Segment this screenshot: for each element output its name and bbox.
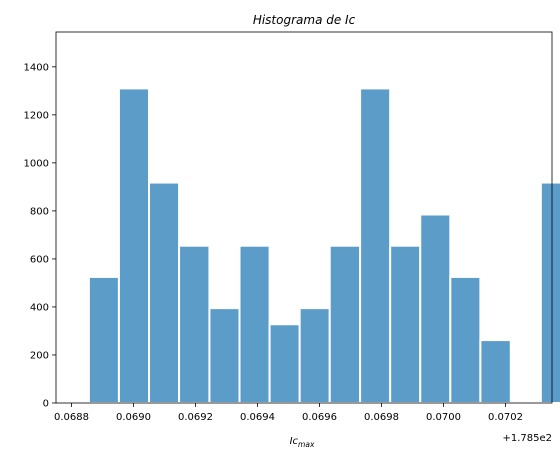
y-tick-label: 1400 (24, 62, 49, 73)
y-tick-label: 200 (30, 350, 49, 361)
histogram-bar-13 (479, 339, 512, 405)
x-axis-label: Icmax (290, 436, 315, 449)
histogram-bar-10 (389, 244, 422, 404)
x-tick-label: 0.0696 (302, 412, 337, 423)
histogram-bar-12 (449, 275, 482, 404)
histogram-bar-8 (328, 244, 362, 404)
histogram-bar-11 (419, 213, 452, 404)
histogram-bar-4 (208, 307, 241, 404)
x-tick-label: 0.0688 (54, 412, 89, 423)
chart-title: Histograma de Ic (253, 13, 356, 27)
y-axis-ticks: 0 200 400 600 800 1000 1200 1400 (24, 62, 56, 410)
y-tick-label: 800 (30, 206, 49, 217)
histogram-bar-3 (178, 244, 211, 404)
y-tick-label: 1200 (24, 110, 49, 121)
x-tick-label: 0.0700 (426, 412, 461, 423)
x-axis-ticks: 0.0688 0.0690 0.0692 0.0694 0.0696 0.0698 0.07… (54, 403, 523, 423)
histogram-bar-9 (359, 87, 392, 404)
x-axis-offset-label: +1.785e2 (502, 433, 552, 444)
histogram-bar-7 (298, 307, 331, 404)
x-tick-label: 0.0698 (364, 412, 399, 423)
bars-group (87, 87, 560, 405)
histogram-bar-6 (268, 323, 301, 405)
x-tick-label: 0.0694 (240, 412, 275, 423)
histogram-bar-5 (238, 244, 271, 404)
plot-frame (55, 31, 553, 404)
x-axis-label-subscript: max (298, 440, 315, 449)
y-tick-label: 1000 (24, 158, 49, 169)
y-tick-label: 0 (43, 399, 49, 410)
histogram-bar-0 (87, 275, 120, 404)
y-tick-label: 400 (30, 302, 49, 313)
histogram-bar-2 (148, 181, 181, 404)
x-tick-label: 0.0692 (178, 412, 213, 423)
x-axis-label-main: Ic (290, 436, 299, 447)
histogram-bar-1 (117, 87, 150, 404)
x-tick-label: 0.0690 (116, 412, 151, 423)
histogram-bar-14 (539, 181, 560, 404)
y-tick-label: 600 (30, 254, 49, 265)
x-tick-label: 0.0702 (488, 412, 523, 423)
